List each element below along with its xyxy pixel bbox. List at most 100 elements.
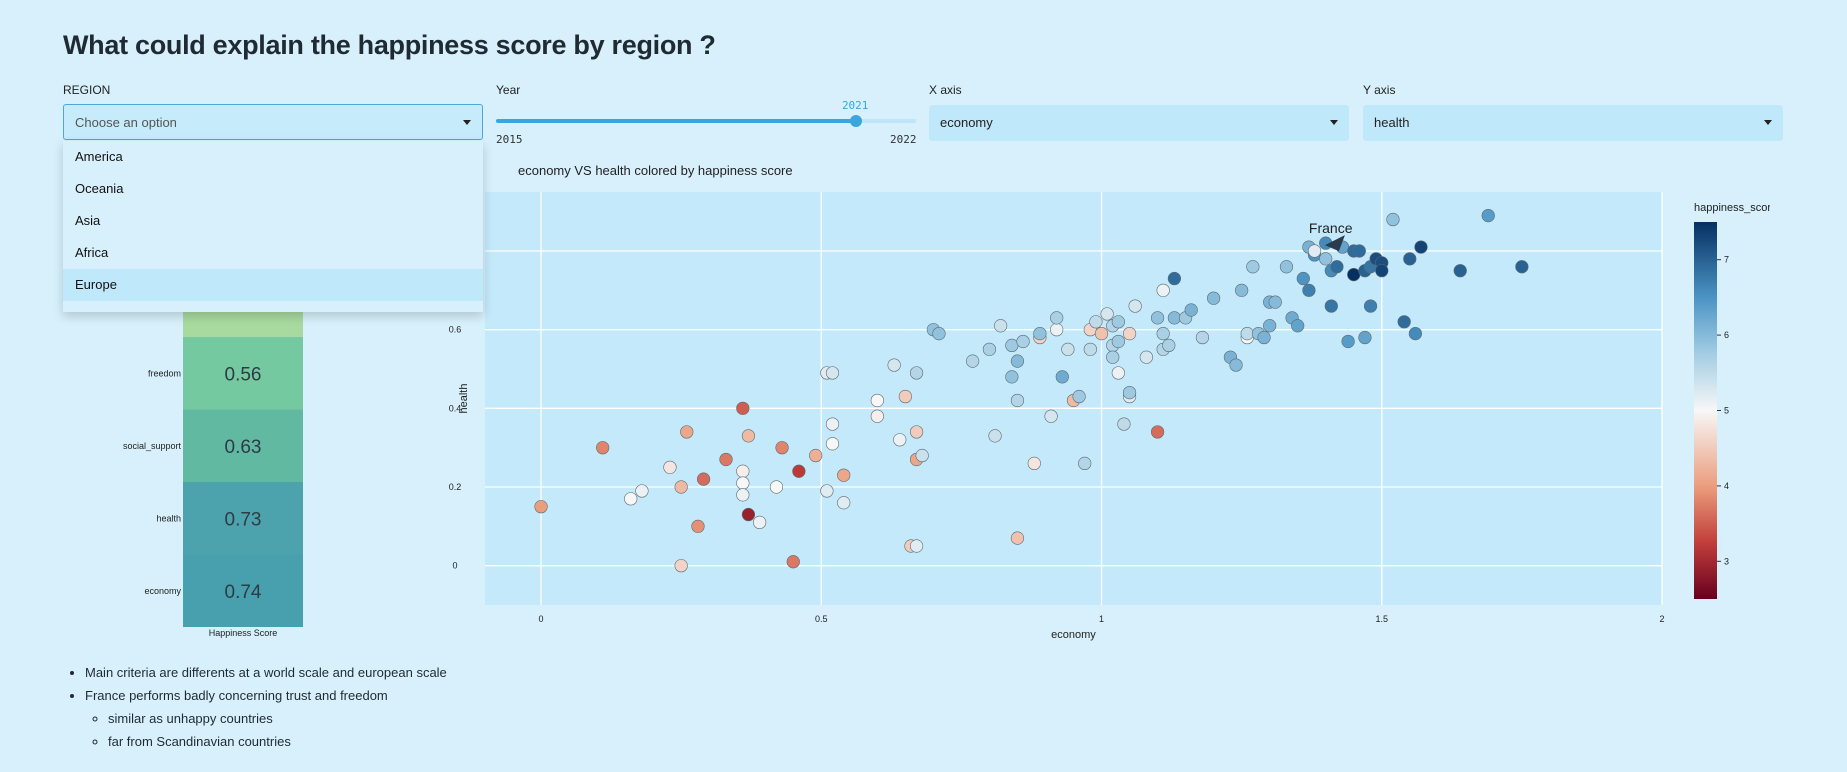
scatter-point[interactable] (1122, 386, 1137, 400)
region-option-asia[interactable]: Asia (75, 213, 101, 228)
scatter-point[interactable] (1111, 315, 1125, 329)
scatter-point[interactable] (1078, 456, 1092, 471)
scatter-point[interactable] (1403, 252, 1417, 266)
scatter-point[interactable] (624, 492, 638, 506)
scatter-point[interactable] (1005, 338, 1019, 352)
scatter-point[interactable] (1397, 315, 1411, 329)
scatter-point[interactable] (1279, 260, 1294, 274)
scatter-point[interactable] (1083, 342, 1097, 356)
scatter-point[interactable] (809, 448, 823, 463)
scatter-point[interactable] (1111, 366, 1125, 380)
scatter-point[interactable] (1453, 264, 1467, 278)
scatter-point[interactable] (915, 448, 929, 463)
scatter-point[interactable] (988, 429, 1002, 443)
scatter-point[interactable] (696, 472, 711, 486)
scatter-point[interactable] (1016, 334, 1030, 349)
scatter-point[interactable] (870, 409, 884, 423)
scatter-point[interactable] (1341, 334, 1355, 349)
region-select[interactable]: Choose an option (63, 104, 483, 140)
scatter-point[interactable] (736, 401, 750, 415)
scatter-point[interactable] (825, 366, 840, 380)
region-option-africa[interactable]: Africa (75, 245, 109, 260)
scatter-point[interactable] (1235, 283, 1249, 297)
scatter-point[interactable] (994, 319, 1008, 333)
region-option-america[interactable]: America (75, 149, 123, 164)
scatter-point[interactable] (1117, 417, 1131, 431)
scatter-point[interactable] (1055, 370, 1069, 384)
scatter-point[interactable] (1050, 323, 1064, 337)
scatter-point[interactable] (1347, 267, 1361, 282)
scatter-point[interactable] (837, 496, 851, 510)
region-option-oceania[interactable]: Oceania (75, 181, 124, 196)
scatter-point[interactable] (663, 460, 677, 474)
scatter-point[interactable] (1257, 330, 1271, 345)
scatter-point[interactable] (786, 555, 800, 569)
scatter-point[interactable] (1033, 327, 1047, 341)
scatter-point[interactable] (596, 441, 610, 455)
scatter-point[interactable] (1268, 295, 1282, 309)
scatter-point[interactable] (1352, 244, 1366, 258)
scatter-point[interactable] (1195, 330, 1210, 345)
scatter-point[interactable] (870, 393, 884, 408)
scatter-point[interactable] (1100, 307, 1114, 321)
scatter-point[interactable] (1044, 409, 1058, 423)
scatter-point[interactable] (1111, 334, 1125, 349)
scatter-point[interactable] (1156, 283, 1170, 297)
scatter-point[interactable] (1363, 299, 1378, 313)
scatter-point[interactable] (741, 429, 756, 443)
scatter-point[interactable] (887, 358, 901, 372)
scatter-point[interactable] (825, 417, 840, 431)
scatter-point[interactable] (1358, 330, 1372, 345)
scatter-point[interactable] (1156, 327, 1170, 341)
y-axis-select[interactable]: health (1363, 105, 1783, 141)
scatter-point[interactable] (837, 468, 851, 482)
scatter-point[interactable] (1184, 303, 1198, 317)
scatter-point[interactable] (691, 519, 705, 533)
scatter-point[interactable] (1330, 260, 1344, 274)
scatter-point[interactable] (792, 464, 806, 478)
year-slider-thumb[interactable] (849, 115, 862, 127)
scatter-point[interactable] (1167, 271, 1181, 286)
scatter-point[interactable] (820, 484, 834, 498)
scatter-point[interactable] (1027, 456, 1041, 471)
scatter-point[interactable] (1263, 319, 1277, 333)
scatter-point[interactable] (674, 559, 688, 573)
scatter-point[interactable] (1324, 299, 1338, 313)
scatter-point[interactable] (1386, 212, 1400, 227)
scatter-point[interactable] (1408, 327, 1422, 341)
scatter-point[interactable] (1319, 252, 1333, 266)
scatter-point[interactable] (1296, 271, 1310, 286)
scatter-point[interactable] (1010, 354, 1025, 368)
scatter-point[interactable] (1050, 311, 1064, 325)
year-slider[interactable]: 2021 (496, 99, 916, 127)
scatter-point[interactable] (736, 476, 750, 490)
scatter-point[interactable] (982, 342, 997, 356)
scatter-point[interactable] (1414, 240, 1428, 254)
scatter-point[interactable] (1167, 311, 1181, 325)
scatter-point[interactable] (736, 464, 750, 478)
scatter-point[interactable] (1307, 244, 1322, 258)
scatter-point[interactable] (775, 441, 789, 455)
scatter-point[interactable] (674, 480, 688, 494)
scatter-point[interactable] (898, 389, 912, 404)
scatter-point[interactable] (1089, 315, 1103, 329)
scatter-point[interactable] (1229, 358, 1243, 372)
scatter-point[interactable] (966, 354, 980, 368)
scatter-point[interactable] (1207, 291, 1221, 305)
scatter-point[interactable] (1302, 283, 1316, 297)
scatter-point[interactable] (1072, 389, 1086, 404)
scatter-point[interactable] (1010, 531, 1025, 545)
x-axis-select[interactable]: economy (929, 105, 1349, 141)
scatter-point[interactable] (909, 366, 924, 380)
scatter-point[interactable] (1128, 299, 1142, 313)
scatter-point[interactable] (534, 500, 548, 514)
scatter-point[interactable] (1150, 425, 1165, 439)
scatter-point[interactable] (1291, 319, 1305, 333)
scatter-point[interactable] (769, 480, 784, 494)
scatter-point[interactable] (1106, 350, 1120, 364)
scatter-point[interactable] (753, 515, 767, 530)
scatter-chart[interactable]: economy VS health colored by happiness s… (440, 150, 1770, 650)
scatter-point[interactable] (1375, 264, 1389, 278)
scatter-point[interactable] (1515, 260, 1529, 274)
scatter-point[interactable] (1481, 208, 1495, 223)
